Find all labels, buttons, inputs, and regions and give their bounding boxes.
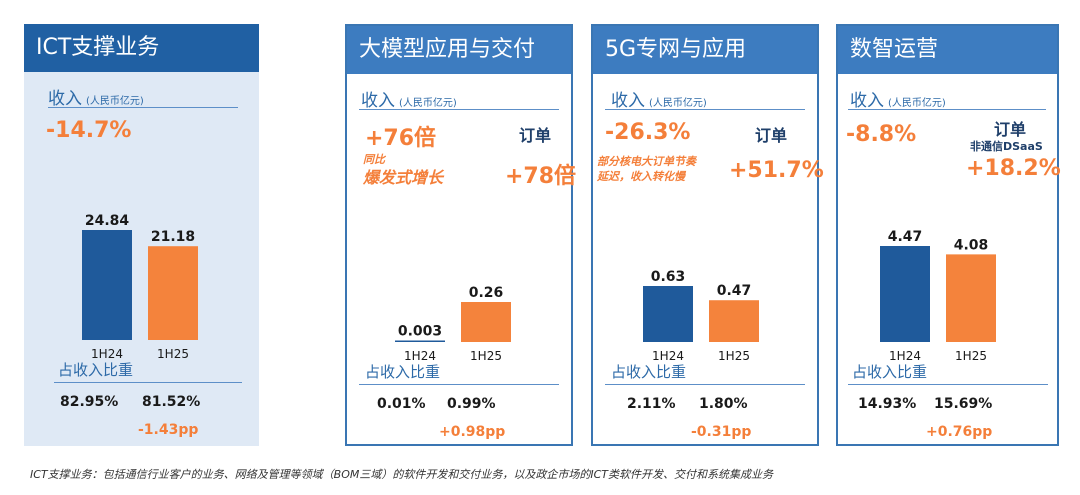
bar-value-label: 24.84 [85,213,130,229]
bar-1h25 [461,302,511,342]
x-tick-label: 1H25 [157,347,189,361]
share-change: +0.76pp [926,424,993,440]
bar-value-label: 0.26 [469,285,504,301]
x-tick-label: 1H25 [718,349,750,363]
share-value-1h24: 82.95% [60,394,119,410]
bar-value-label: 0.47 [717,283,752,299]
revenue-bar-chart: 24.84 1H24 21.18 1H25 [82,213,198,361]
panel-5g: 5G专网与应用 收入 (人民币亿元) -26.3% 订单 部分核电大订单节奏 延迟… [591,24,824,446]
note-line-2: 爆发式增长 [363,168,444,187]
order-growth: +78倍 [505,164,577,189]
panel-title: 数智运营 [838,26,1057,74]
order-sub-label: 非通信DSaaS [970,140,1043,153]
revenue-divider [848,109,1046,110]
share-value-1h25: 1.80% [699,396,748,412]
bar-value-label: 21.18 [151,229,195,245]
share-label: 占收入比重 [365,363,441,381]
panel-title: 5G专网与应用 [593,26,817,74]
footnote: ICT支撑业务：包括通信行业客户的业务、网络及管理等领域（BOM三域）的软件开发… [30,468,773,481]
share-value-1h24: 2.11% [627,396,676,412]
share-value-1h24: 0.01% [377,396,426,412]
revenue-note: 部分核电大订单节奏 延迟，收入转化慢 [597,154,696,184]
revenue-unit: (人民币亿元) [649,98,707,109]
note-line-2: 延迟，收入转化慢 [597,170,685,183]
revenue-growth: +76倍 [365,126,437,151]
revenue-growth: -14.7% [46,118,132,143]
share-value-1h25: 15.69% [934,396,993,412]
share-label: 占收入比重 [58,361,134,379]
panel-ict: ICT支撑业务 收入 (人民币亿元) -14.7% 24.84 1H24 21.18 1… [24,24,259,446]
bar-value-label: 0.63 [651,269,686,285]
revenue-growth: -26.3% [605,120,691,145]
share-divider [54,382,242,383]
share-label: 占收入比重 [611,363,687,381]
bar-value-label: 4.47 [888,229,923,245]
order-growth: +51.7% [729,158,824,183]
bar-value-label: 4.08 [954,237,989,253]
revenue-label: 收入 (人民币亿元) [361,86,457,111]
share-value-1h25: 0.99% [447,396,496,412]
revenue-bar-chart: 0.63 1H24 0.47 1H25 [643,269,759,363]
bar-1h25 [709,300,759,342]
share-change: -1.43pp [138,422,199,438]
note-line-1: 同比 [363,153,385,166]
revenue-label-text: 收入 [48,89,82,109]
share-change: -0.31pp [691,424,752,440]
x-tick-label: 1H25 [955,349,987,363]
revenue-label: 收入 (人民币亿元) [850,86,946,111]
bar-1h24 [82,230,132,340]
revenue-label: 收入 (人民币亿元) [48,84,144,109]
revenue-label-text: 收入 [850,91,884,111]
revenue-note: 同比 爆发式增长 [363,152,443,189]
bar-1h24 [643,286,693,342]
share-change: +0.98pp [439,424,506,440]
bar-1h25 [946,254,996,342]
share-value-1h24: 14.93% [858,396,917,412]
panel-title: 大模型应用与交付 [347,26,571,74]
revenue-label-text: 收入 [361,91,395,111]
revenue-divider [359,109,559,110]
revenue-divider [48,107,238,108]
revenue-bar-chart: 4.47 1H24 4.08 1H25 [880,229,996,363]
panel-title: ICT支撑业务 [24,24,259,72]
panel-digital-ops: 数智运营 收入 (人民币亿元) -8.8% 订单 非通信DSaaS +18.2% … [836,24,1061,446]
order-growth: +18.2% [966,156,1061,181]
order-label: 订单 [755,126,788,145]
x-tick-label: 1H24 [889,349,921,363]
order-label: 订单 [994,120,1027,139]
revenue-unit: (人民币亿元) [888,98,946,109]
bar-1h24 [880,246,930,342]
revenue-label-text: 收入 [611,91,645,111]
x-tick-label: 1H24 [91,347,123,361]
order-label: 订单 [519,126,552,145]
revenue-divider [605,109,805,110]
share-divider [359,384,559,385]
share-divider [848,384,1048,385]
revenue-label: 收入 (人民币亿元) [611,86,707,111]
revenue-unit: (人民币亿元) [86,96,144,107]
x-tick-label: 1H24 [652,349,684,363]
x-tick-label: 1H25 [470,349,502,363]
share-value-1h25: 81.52% [142,394,201,410]
revenue-growth: -8.8% [846,122,917,147]
share-label: 占收入比重 [852,363,928,381]
revenue-bar-chart: 0.003 1H24 0.26 1H25 [395,285,511,363]
panel-llm: 大模型应用与交付 收入 (人民币亿元) +76倍 订单 同比 爆发式增长 +78倍… [345,24,577,446]
x-tick-label: 1H24 [404,349,436,363]
bar-1h24 [395,340,445,342]
bar-value-label: 0.003 [398,324,442,340]
revenue-unit: (人民币亿元) [399,98,457,109]
bar-1h25 [148,246,198,340]
share-divider [605,384,805,385]
note-line-1: 部分核电大订单节奏 [597,155,696,168]
